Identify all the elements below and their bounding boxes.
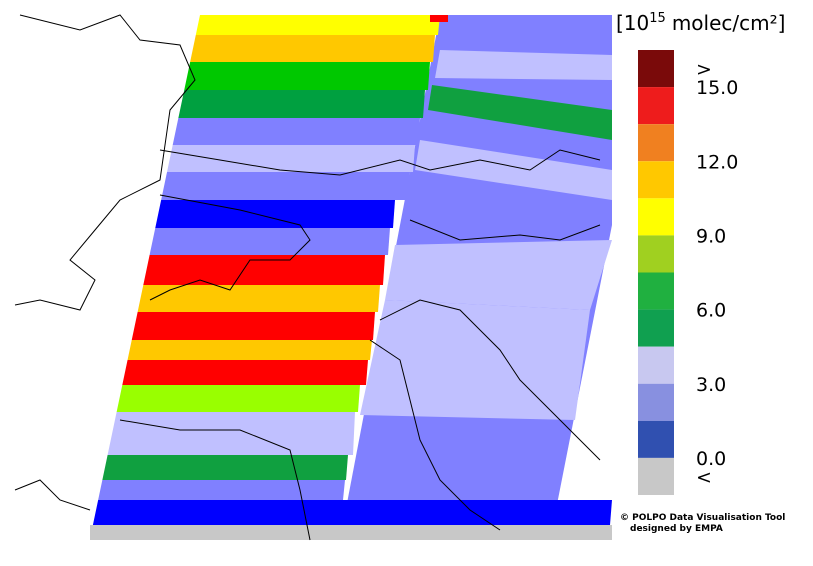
swath-stripe <box>415 140 612 200</box>
credit: designed by EMPA <box>630 524 723 534</box>
colorbar-label: 6.0 <box>696 300 726 322</box>
swath-stripe <box>131 312 375 340</box>
title-prefix: [10 <box>616 11 649 35</box>
swath-stripe <box>116 385 360 412</box>
swath-stripe <box>90 525 612 540</box>
swath-stripe <box>430 15 448 22</box>
swath-stripe <box>161 172 410 200</box>
colorbar-label: 0.0 <box>696 448 726 470</box>
colorbar-bin <box>638 420 674 458</box>
swath-stripe <box>167 145 415 172</box>
swath-stripe <box>92 500 612 525</box>
border <box>159 149 601 176</box>
swath-stripe <box>149 228 390 255</box>
colorbar-label: 12.0 <box>696 151 738 173</box>
colorbar-bin <box>638 235 674 273</box>
coastlines <box>14 14 601 541</box>
coast <box>379 299 601 461</box>
swath-stripe <box>435 50 612 80</box>
swath-stripe <box>107 412 355 455</box>
satellite-swaths <box>90 15 612 540</box>
coast <box>119 419 311 541</box>
colorbar-bin <box>638 50 674 88</box>
swath-stripe <box>178 90 425 118</box>
swath-stripe <box>385 240 612 310</box>
border <box>409 219 601 241</box>
colorbar-bin <box>638 309 674 347</box>
swath-stripe <box>428 85 612 140</box>
colorbar-bin <box>638 198 674 236</box>
coast <box>369 339 501 531</box>
colorbar-bin <box>638 457 674 495</box>
colorbar-label: 9.0 <box>696 225 726 247</box>
colorbar-bin <box>638 272 674 310</box>
colorbar-label: > <box>696 59 712 81</box>
colorbar-bin <box>638 161 674 199</box>
swath-stripe <box>172 118 420 145</box>
colorbar-title: [1015 molec/cm²] <box>616 11 785 35</box>
colorbar-bin <box>638 383 674 421</box>
swath-stripe <box>184 62 430 90</box>
border <box>14 14 196 311</box>
colorbar-bin <box>638 346 674 384</box>
colorbar-bin <box>638 87 674 125</box>
border <box>149 194 311 301</box>
swath-stripe <box>360 300 590 420</box>
credit: © POLPO Data Visualisation Tool <box>620 513 785 523</box>
swath-stripe <box>127 340 372 360</box>
swath-stripe <box>195 15 440 35</box>
swath-stripe <box>155 200 395 228</box>
colorbar: [1015 molec/cm²] >15.0 12.0 9.0 6.0 3.0 0.0< <box>616 11 785 495</box>
swath-stripe <box>122 360 368 385</box>
swath-stripe <box>190 35 435 62</box>
colorbar-label: 3.0 <box>696 374 726 396</box>
swath-stripe <box>102 455 348 480</box>
colorbar-label: 15.0 <box>696 77 738 99</box>
colorbar-label: < <box>696 466 712 488</box>
swath-stripe <box>98 480 346 500</box>
swath-stripe <box>137 285 380 312</box>
coast <box>14 479 91 511</box>
swath-stripe <box>143 255 385 285</box>
colorbar-bin <box>638 124 674 162</box>
title-exponent: 15 <box>649 11 666 26</box>
title-suffix: molec/cm²] <box>672 11 786 35</box>
